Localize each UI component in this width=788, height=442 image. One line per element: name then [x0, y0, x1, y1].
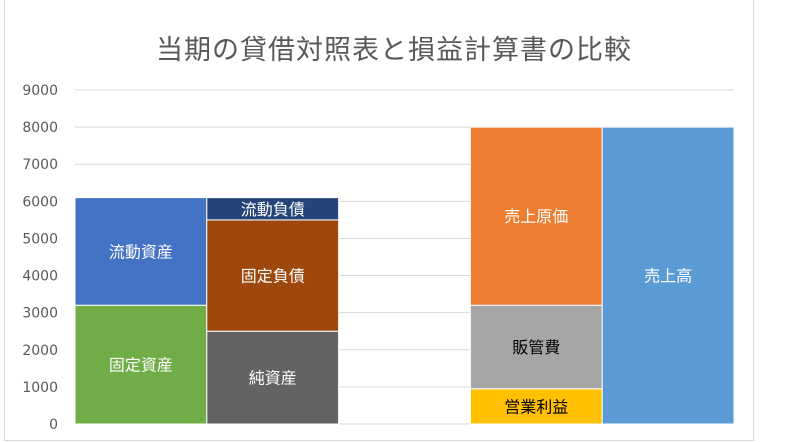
y-tick-label: 3000: [22, 306, 58, 322]
y-tick-label: 6000: [22, 194, 58, 210]
y-axis-ticks: 0 1000 2000 3000 4000 5000 6000 7000 8000 9000: [22, 83, 58, 433]
data-label: 流動資産: [109, 242, 173, 261]
bar-segment: [601, 126, 735, 425]
data-label: 固定資産: [109, 356, 173, 375]
y-tick-label: 8000: [22, 120, 58, 136]
y-tick-label: 9000: [22, 83, 58, 99]
y-tick-label: 5000: [22, 231, 58, 247]
data-label: 売上原価: [504, 207, 568, 226]
y-tick-label: 7000: [22, 157, 58, 173]
bar-segment: [206, 219, 340, 332]
bar-segment: [469, 304, 603, 390]
bar-segment: [469, 126, 603, 306]
chart-title: 当期の貸借対照表と損益計算書の比較: [156, 35, 632, 66]
data-label: 販管費: [512, 338, 560, 357]
y-tick-label: 0: [49, 417, 58, 433]
data-label: 営業利益: [504, 397, 568, 416]
data-label: 純資産: [249, 369, 297, 388]
bar-segment: [206, 330, 340, 425]
data-label: 流動負債: [241, 200, 305, 219]
bars: [74, 126, 735, 425]
y-tick-label: 2000: [22, 343, 58, 359]
data-label: 売上高: [644, 267, 692, 286]
data-label: 固定負債: [241, 267, 305, 286]
bar-segment: [206, 197, 340, 221]
chart-frame: [4, 0, 754, 441]
y-tick-label: 4000: [22, 269, 58, 285]
y-tick-label: 1000: [22, 380, 58, 396]
